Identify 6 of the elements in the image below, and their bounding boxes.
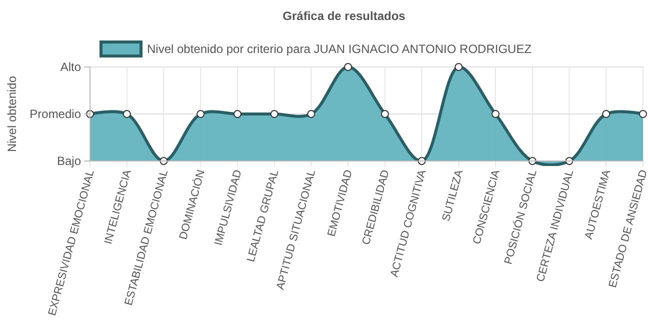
text: Promedio xyxy=(30,107,82,121)
text: Bajo xyxy=(56,154,82,168)
y-axis-title: Nivel obtenido xyxy=(5,76,19,152)
legend-label: Nivel obtenido por criterio para JUAN IGNACIO ANTONIO RODRIGUEZ xyxy=(147,42,532,56)
chart-title: Gráfica de resultados xyxy=(282,9,406,23)
text: Alto xyxy=(60,60,82,74)
